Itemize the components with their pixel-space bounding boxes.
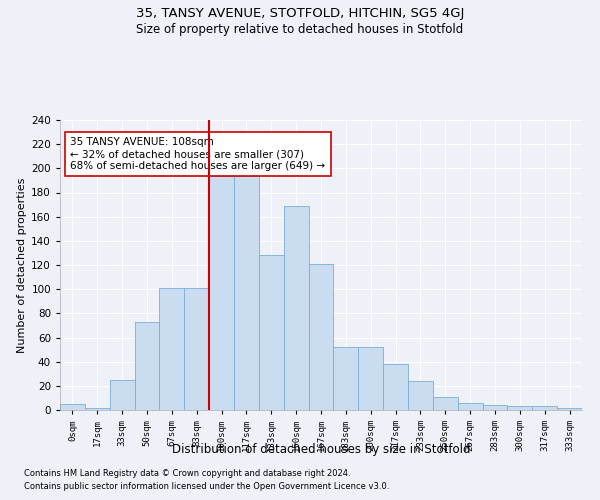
Text: Distribution of detached houses by size in Stotfold: Distribution of detached houses by size … [172,442,470,456]
Bar [184,288,209,410]
Bar [334,347,358,410]
Text: Size of property relative to detached houses in Stotfold: Size of property relative to detached ho… [136,22,464,36]
Bar [508,406,532,410]
Text: Contains HM Land Registry data © Crown copyright and database right 2024.: Contains HM Land Registry data © Crown c… [24,468,350,477]
Bar [557,408,582,410]
Bar [259,256,284,410]
Bar [308,264,334,410]
Text: Contains public sector information licensed under the Open Government Licence v3: Contains public sector information licen… [24,482,389,491]
Bar [408,381,433,410]
Bar [134,322,160,410]
Bar [458,403,482,410]
Bar [433,396,458,410]
Y-axis label: Number of detached properties: Number of detached properties [17,178,27,352]
Bar [482,405,508,410]
Bar [383,364,408,410]
Bar [532,406,557,410]
Bar [85,408,110,410]
Bar [60,404,85,410]
Bar [234,176,259,410]
Bar [160,288,184,410]
Text: 35 TANSY AVENUE: 108sqm
← 32% of detached houses are smaller (307)
68% of semi-d: 35 TANSY AVENUE: 108sqm ← 32% of detache… [70,138,326,170]
Bar [358,347,383,410]
Text: 35, TANSY AVENUE, STOTFOLD, HITCHIN, SG5 4GJ: 35, TANSY AVENUE, STOTFOLD, HITCHIN, SG5… [136,8,464,20]
Bar [209,176,234,410]
Bar [284,206,308,410]
Bar [110,380,134,410]
